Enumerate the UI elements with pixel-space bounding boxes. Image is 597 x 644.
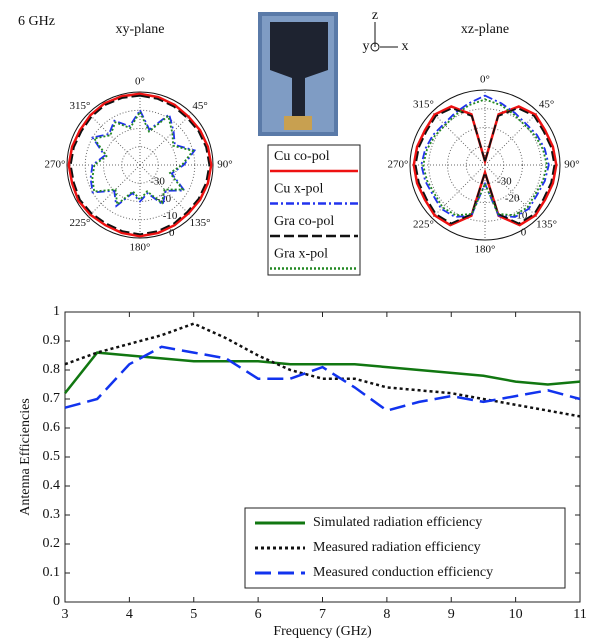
polar-line: [67, 92, 213, 238]
y-tick-label: 0.4: [43, 478, 61, 493]
r-tick-label: 0: [521, 227, 527, 239]
axis-icon: [370, 22, 398, 52]
y-tick-label: 0: [53, 594, 60, 609]
x-tick-label: 7: [319, 607, 326, 622]
angle-tick-label: 315°: [413, 98, 434, 110]
r-tick-label: 0: [169, 227, 175, 239]
x-tick-label: 5: [190, 607, 197, 622]
legend-label: Cu co-pol: [274, 149, 330, 164]
x-tick-label: 6: [255, 607, 262, 622]
y-tick-label: 0.6: [43, 420, 61, 435]
legend-label: Simulated radiation efficiency: [313, 515, 482, 530]
polar-line: [422, 98, 548, 217]
chart-title: xz-plane: [461, 22, 509, 37]
frequency-label: 6 GHz: [18, 14, 55, 29]
x-tick-label: 10: [509, 607, 523, 622]
axis-circle: [370, 42, 380, 52]
polar-line: [69, 94, 211, 236]
grid-spoke: [431, 111, 486, 166]
y-tick-label: 1: [53, 304, 60, 319]
connector: [284, 116, 312, 130]
y-tick-label: 0.7: [43, 391, 61, 406]
grid-circle: [428, 108, 542, 222]
grid-circle: [409, 89, 561, 241]
series-line: [64, 351, 581, 394]
r-tick-label: -30: [497, 176, 512, 188]
angle-tick-label: 225°: [69, 217, 90, 229]
antenna: [270, 22, 328, 118]
x-axis-label: Frequency (GHz): [273, 624, 372, 639]
legend-label: Gra co-pol: [274, 214, 334, 229]
grid-spoke: [139, 113, 192, 166]
y-axis-label: Antenna Efficiencies: [18, 398, 33, 516]
angle-tick-label: 315°: [69, 100, 90, 112]
r-tick-label: -10: [163, 210, 178, 222]
grid-spoke: [484, 164, 539, 219]
angle-tick-label: 180°: [130, 242, 151, 254]
legend-label: Gra x-pol: [274, 247, 328, 262]
series-line: [64, 322, 581, 418]
series-line: [64, 345, 581, 412]
y-tick-label: 0.5: [43, 449, 61, 464]
angle-tick-label: 90°: [564, 159, 579, 171]
y-tick-label: 0.2: [43, 536, 61, 551]
angle-tick-label: 135°: [190, 217, 211, 229]
axis-x: x: [402, 39, 409, 54]
y-tick-label: 0.9: [43, 333, 61, 348]
grid-spoke: [139, 164, 192, 217]
r-tick-label: -30: [150, 176, 165, 188]
r-tick-label: -20: [505, 193, 520, 205]
polar-line: [412, 105, 558, 227]
y-tick-label: 0.1: [43, 565, 61, 580]
angle-tick-label: 135°: [536, 219, 557, 231]
angle-tick-label: 225°: [413, 219, 434, 231]
angle-tick-label: 0°: [135, 76, 145, 88]
angle-tick-label: 270°: [388, 159, 409, 171]
grid-spoke: [431, 164, 486, 219]
legend-label: Measured radiation efficiency: [313, 540, 481, 555]
angle-tick-label: 0°: [480, 74, 490, 86]
polar-line: [420, 94, 550, 218]
y-tick-label: 0.3: [43, 507, 61, 522]
x-tick-label: 9: [448, 607, 455, 622]
r-tick-label: -10: [513, 210, 528, 222]
polar-line: [89, 108, 197, 208]
angle-tick-label: 270°: [45, 159, 66, 171]
axis-y: y: [363, 39, 370, 54]
x-tick-label: 3: [62, 607, 69, 622]
x-tick-label: 8: [383, 607, 390, 622]
axis-z: z: [372, 8, 378, 23]
legend-label: Cu x-pol: [274, 182, 324, 197]
polar-line: [414, 107, 556, 225]
grid-spoke: [484, 111, 539, 166]
y-tick-label: 0.8: [43, 362, 61, 377]
legend-label: Measured conduction efficiency: [313, 565, 493, 580]
grid-circle: [447, 127, 523, 203]
angle-tick-label: 45°: [192, 100, 207, 112]
angle-tick-label: 180°: [475, 244, 496, 256]
chart-title: xy-plane: [116, 22, 165, 37]
polar-line: [91, 110, 195, 207]
x-tick-label: 11: [573, 607, 586, 622]
angle-tick-label: 45°: [539, 98, 554, 110]
angle-tick-label: 90°: [217, 159, 232, 171]
grid-spoke: [88, 113, 141, 166]
x-tick-label: 4: [126, 607, 133, 622]
legend-box: [267, 144, 361, 276]
